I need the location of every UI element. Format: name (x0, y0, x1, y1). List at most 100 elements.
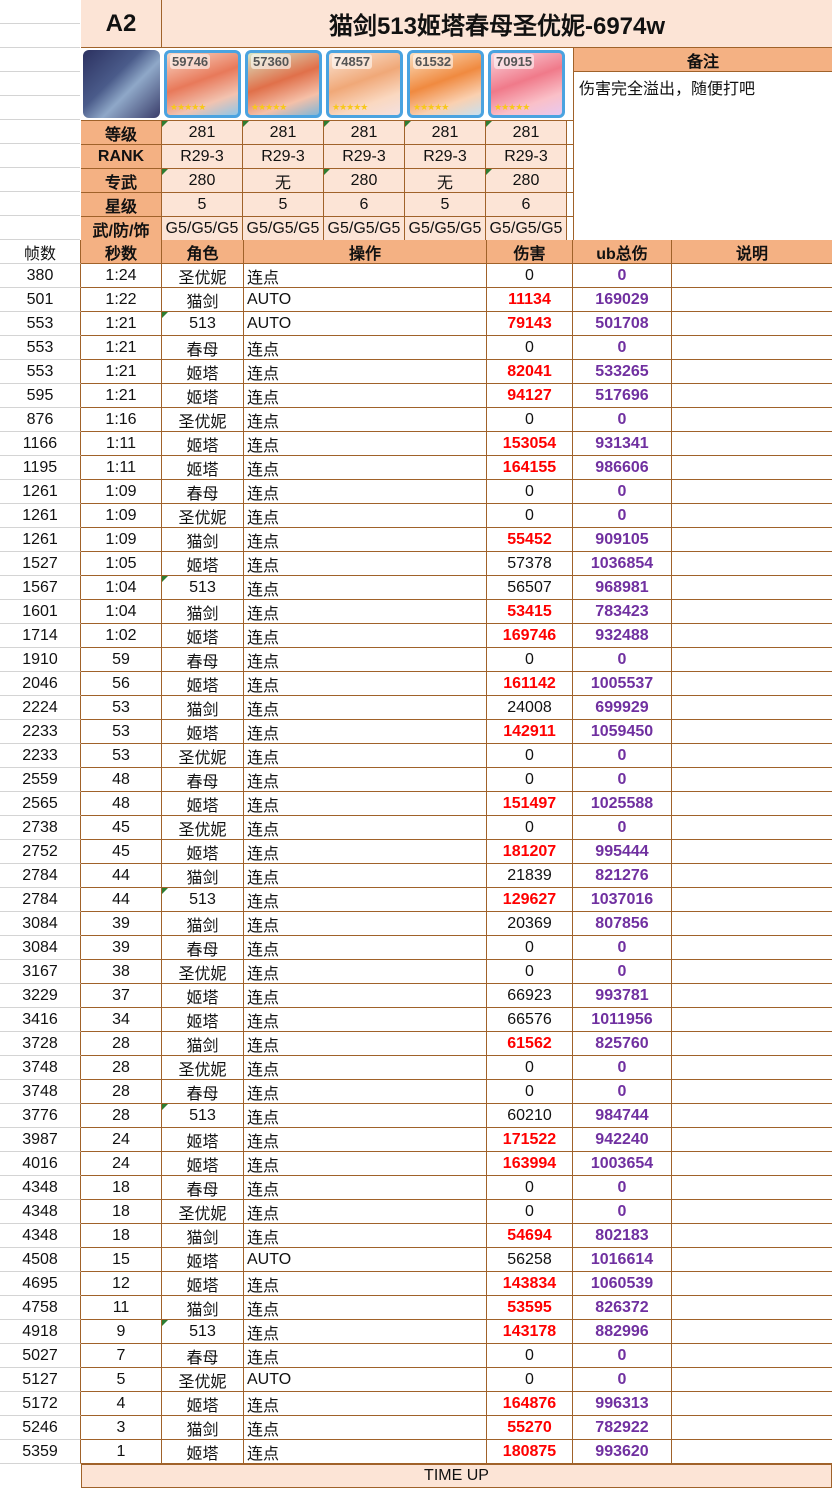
frame-cell[interactable]: 4348 (0, 1224, 81, 1248)
frame-cell[interactable]: 5359 (0, 1440, 81, 1464)
stat-value[interactable]: 5 (243, 193, 324, 216)
ub-total-cell[interactable]: 0 (573, 336, 672, 360)
frame-cell[interactable]: 553 (0, 336, 81, 360)
seconds-cell[interactable]: 4 (81, 1392, 162, 1416)
seconds-cell[interactable]: 48 (81, 792, 162, 816)
col-frame[interactable]: 帧数 (0, 240, 81, 264)
frame-cell[interactable]: 595 (0, 384, 81, 408)
col-description[interactable]: 说明 (672, 240, 832, 264)
description-cell[interactable] (672, 888, 832, 912)
damage-cell[interactable]: 143834 (487, 1272, 573, 1296)
description-cell[interactable] (672, 936, 832, 960)
role-cell[interactable]: 猫剑 (162, 528, 244, 552)
role-cell[interactable]: 春母 (162, 936, 244, 960)
ub-total-cell[interactable]: 0 (573, 480, 672, 504)
role-cell[interactable]: 513 (162, 1320, 244, 1344)
damage-cell[interactable]: 94127 (487, 384, 573, 408)
damage-cell[interactable]: 57378 (487, 552, 573, 576)
seconds-cell[interactable]: 5 (81, 1368, 162, 1392)
role-cell[interactable]: 姬塔 (162, 1152, 244, 1176)
damage-cell[interactable]: 79143 (487, 312, 573, 336)
damage-cell[interactable]: 171522 (487, 1128, 573, 1152)
damage-cell[interactable]: 0 (487, 960, 573, 984)
ub-total-cell[interactable]: 932488 (573, 624, 672, 648)
description-cell[interactable] (672, 456, 832, 480)
stat-value[interactable]: G5/G5/G5 (405, 217, 486, 240)
role-cell[interactable]: 圣优妮 (162, 1368, 244, 1392)
ub-total-cell[interactable]: 782922 (573, 1416, 672, 1440)
role-cell[interactable]: 姬塔 (162, 384, 244, 408)
damage-cell[interactable]: 53415 (487, 600, 573, 624)
damage-cell[interactable]: 66576 (487, 1008, 573, 1032)
damage-cell[interactable]: 55270 (487, 1416, 573, 1440)
ub-total-cell[interactable]: 0 (573, 768, 672, 792)
seconds-cell[interactable]: 1:21 (81, 312, 162, 336)
stat-value[interactable]: 281 (162, 121, 243, 144)
description-cell[interactable] (672, 648, 832, 672)
ub-total-cell[interactable]: 825760 (573, 1032, 672, 1056)
seconds-cell[interactable]: 37 (81, 984, 162, 1008)
seconds-cell[interactable]: 24 (81, 1152, 162, 1176)
seconds-cell[interactable]: 1:11 (81, 432, 162, 456)
frame-cell[interactable]: 4918 (0, 1320, 81, 1344)
seconds-cell[interactable]: 1:04 (81, 576, 162, 600)
operation-cell[interactable]: 连点 (244, 264, 487, 288)
role-cell[interactable]: 姬塔 (162, 1440, 244, 1464)
role-cell[interactable]: 姬塔 (162, 1248, 244, 1272)
ub-total-cell[interactable]: 1025588 (573, 792, 672, 816)
damage-cell[interactable]: 0 (487, 1344, 573, 1368)
ub-total-cell[interactable]: 0 (573, 1176, 672, 1200)
ub-total-cell[interactable]: 0 (573, 1368, 672, 1392)
frame-cell[interactable]: 5027 (0, 1344, 81, 1368)
seconds-cell[interactable]: 53 (81, 720, 162, 744)
description-cell[interactable] (672, 360, 832, 384)
operation-cell[interactable]: 连点 (244, 936, 487, 960)
damage-cell[interactable]: 181207 (487, 840, 573, 864)
description-cell[interactable] (672, 336, 832, 360)
description-cell[interactable] (672, 528, 832, 552)
seconds-cell[interactable]: 44 (81, 888, 162, 912)
damage-cell[interactable]: 0 (487, 264, 573, 288)
description-cell[interactable] (672, 816, 832, 840)
frame-cell[interactable]: 2224 (0, 696, 81, 720)
ub-total-cell[interactable]: 807856 (573, 912, 672, 936)
operation-cell[interactable]: 连点 (244, 1344, 487, 1368)
operation-cell[interactable]: 连点 (244, 1416, 487, 1440)
operation-cell[interactable]: 连点 (244, 1104, 487, 1128)
frame-cell[interactable]: 553 (0, 312, 81, 336)
operation-cell[interactable]: AUTO (244, 1368, 487, 1392)
role-cell[interactable]: 姬塔 (162, 360, 244, 384)
stat-value[interactable]: R29-3 (324, 145, 405, 168)
damage-cell[interactable]: 0 (487, 768, 573, 792)
role-cell[interactable]: 猫剑 (162, 696, 244, 720)
operation-cell[interactable]: 连点 (244, 1296, 487, 1320)
time-up-footer[interactable]: TIME UP (81, 1464, 832, 1488)
damage-cell[interactable]: 129627 (487, 888, 573, 912)
role-cell[interactable]: 姬塔 (162, 1008, 244, 1032)
stat-value[interactable]: G5/G5/G5 (324, 217, 405, 240)
seconds-cell[interactable]: 53 (81, 744, 162, 768)
operation-cell[interactable]: 连点 (244, 744, 487, 768)
ub-total-cell[interactable]: 1003654 (573, 1152, 672, 1176)
ub-total-cell[interactable]: 699929 (573, 696, 672, 720)
boss-avatar[interactable] (81, 48, 162, 120)
team-id-cell[interactable]: A2 (81, 0, 162, 47)
damage-cell[interactable]: 82041 (487, 360, 573, 384)
operation-cell[interactable]: 连点 (244, 600, 487, 624)
role-cell[interactable]: 猫剑 (162, 1416, 244, 1440)
damage-cell[interactable]: 0 (487, 1080, 573, 1104)
stat-value[interactable]: 6 (486, 193, 567, 216)
operation-cell[interactable]: AUTO (244, 1248, 487, 1272)
seconds-cell[interactable]: 18 (81, 1200, 162, 1224)
description-cell[interactable] (672, 1176, 832, 1200)
description-cell[interactable] (672, 552, 832, 576)
operation-cell[interactable]: 连点 (244, 432, 487, 456)
ub-total-cell[interactable]: 1060539 (573, 1272, 672, 1296)
seconds-cell[interactable]: 1:22 (81, 288, 162, 312)
description-cell[interactable] (672, 1128, 832, 1152)
frame-cell[interactable]: 1195 (0, 456, 81, 480)
seconds-cell[interactable]: 28 (81, 1032, 162, 1056)
ub-total-cell[interactable]: 996313 (573, 1392, 672, 1416)
description-cell[interactable] (672, 1104, 832, 1128)
col-seconds[interactable]: 秒数 (81, 240, 162, 264)
